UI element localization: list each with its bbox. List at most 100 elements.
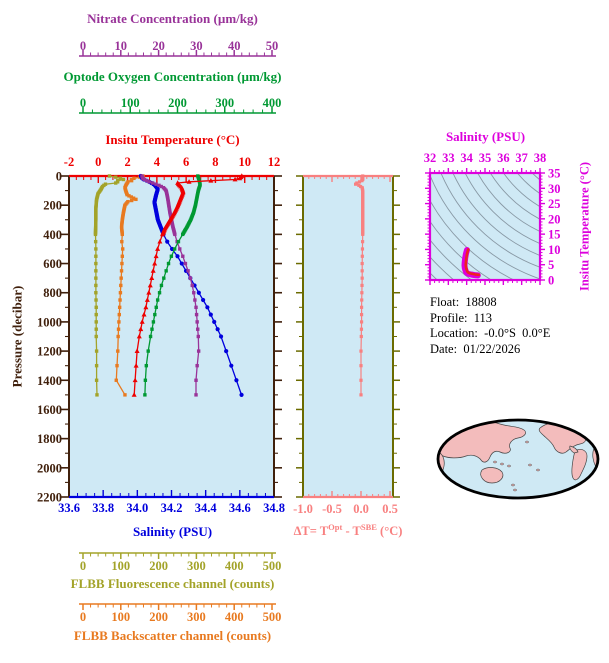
svg-text:33.6: 33.6 [58,501,80,515]
svg-text:200: 200 [43,199,62,213]
svg-text:33: 33 [442,151,455,165]
svg-text:400: 400 [225,610,244,624]
svg-text:0: 0 [548,274,554,288]
svg-text:0.0: 0.0 [353,502,369,516]
svg-text:200: 200 [149,559,168,573]
svg-text:40: 40 [228,39,241,53]
delta-t-title-suffix: (°C) [376,524,403,539]
delta-t-panel: -1.0 -0.5 0.0 0.5 [293,174,400,516]
svg-text:200: 200 [149,610,168,624]
profile-number-value: 113 [473,310,493,325]
float-id-line: Float: 18808 [430,295,550,311]
svg-text:32: 32 [424,151,437,165]
profile-series-insitu [131,173,245,397]
svg-text:400: 400 [225,559,244,573]
svg-text:30: 30 [190,39,203,53]
oxygen-scale-bar: 0 100 200 300 400 [79,96,282,114]
svg-text:34.6: 34.6 [229,501,251,515]
svg-text:35: 35 [479,151,492,165]
svg-text:0: 0 [80,96,86,110]
svg-text:34.0: 34.0 [126,501,148,515]
delta-t-axis-title: ΔT= TOpt - TSBE (°C) [273,520,423,539]
profile-number-line: Profile: 113 [430,311,550,327]
svg-text:15: 15 [548,228,561,242]
svg-text:-1.0: -1.0 [293,502,313,516]
svg-text:100: 100 [111,610,130,624]
svg-text:37: 37 [515,151,528,165]
svg-text:300: 300 [215,96,234,110]
backscatter-axis-title: FLBB Backscatter channel (counts) [73,628,272,643]
svg-text:10: 10 [115,39,128,53]
date-line: Date: 01/22/2026 [430,342,550,358]
svg-text:400: 400 [263,96,282,110]
svg-text:36: 36 [497,151,510,165]
svg-text:35: 35 [548,167,561,181]
temperature-axis-title: Insitu Temperature (°C) [105,132,240,147]
delta-t-title-sup-opt: Opt [328,522,343,532]
delta-t-title-prefix: ΔT= T [293,524,329,539]
profile-series-flbb [114,174,145,397]
svg-text:300: 300 [187,559,206,573]
profile-series-optode [143,174,202,397]
float-id-label: Float: [430,295,460,309]
svg-text:300: 300 [187,610,206,624]
ts-salinity-title: Salinity (PSU) [445,129,526,144]
location-line: Location: -0.0°S 0.0°E [430,326,550,342]
salinity-axis-title: Salinity (PSU) [132,524,213,539]
svg-text:34.2: 34.2 [161,501,183,515]
svg-text:1200: 1200 [37,345,62,359]
svg-text:0: 0 [80,559,86,573]
svg-text:0: 0 [80,39,86,53]
svg-text:100: 100 [111,559,130,573]
svg-text:1600: 1600 [37,403,62,417]
delta-t-title-mid: - T [342,524,361,539]
svg-text:34.4: 34.4 [195,501,218,515]
profile-series-flbb [93,174,126,397]
svg-text:10: 10 [548,243,561,257]
svg-text:2: 2 [124,155,130,169]
svg-text:10: 10 [238,155,251,169]
pressure-axis-title: Pressure (decibar) [9,285,25,388]
location-value: -0.0°S 0.0°E [484,326,551,340]
svg-text:500: 500 [263,559,282,573]
ts-temperature-title: Insitu Temperature (°C) [577,161,592,292]
svg-text:5: 5 [548,258,554,272]
backscatter-scale-bar: 0 100 200 300 400 500 [79,603,282,624]
delta-t-title-sup-sbe: SBE [360,522,377,532]
svg-text:20: 20 [152,39,165,53]
profile-number-label: Profile: [430,310,468,325]
svg-text:34: 34 [460,151,473,165]
svg-text:20: 20 [548,212,561,226]
float-id-value: 18808 [465,295,497,309]
world-map [436,418,600,500]
oxygen-axis-title: Optode Oxygen Concentration (µm/kg) [63,69,282,84]
nitrate-scale-bar: 0 10 20 30 40 50 [79,39,279,57]
svg-text:400: 400 [43,228,62,242]
svg-text:30: 30 [548,182,561,196]
delta-t-series [354,174,365,397]
date-label: Date: [430,341,458,356]
svg-text:1400: 1400 [37,374,62,388]
svg-text:-2: -2 [64,155,74,169]
svg-text:200: 200 [168,96,187,110]
svg-text:1800: 1800 [37,432,62,446]
float-info-block: Float: 18808 Profile: 113 Location: -0.0… [430,295,550,357]
svg-text:50: 50 [266,39,279,53]
svg-text:500: 500 [263,610,282,624]
svg-text:0: 0 [95,155,101,169]
date-value: 01/22/2026 [463,341,521,356]
main-profile-panel: 0 200 400 600 800 1000 1200 1400 1600 1800 2000 220… [37,155,285,515]
svg-text:34.8: 34.8 [263,501,285,515]
svg-text:100: 100 [121,96,140,110]
svg-text:33.8: 33.8 [92,501,114,515]
svg-text:2000: 2000 [37,461,62,475]
ts-data-curve [461,247,481,279]
location-label: Location: [430,326,478,340]
svg-text:6: 6 [183,155,189,169]
fluorescence-axis-title: FLBB Fluorescence channel (counts) [70,576,275,591]
svg-text:1000: 1000 [37,315,62,329]
svg-text:0: 0 [56,170,62,184]
